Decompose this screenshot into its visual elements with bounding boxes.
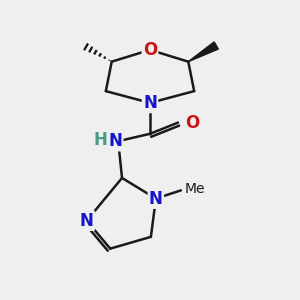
- Text: N: N: [80, 212, 94, 230]
- Text: N: N: [143, 94, 157, 112]
- Text: H: H: [94, 131, 107, 149]
- Text: N: N: [149, 190, 163, 208]
- Text: O: O: [143, 41, 157, 59]
- Text: N: N: [108, 132, 122, 150]
- Text: O: O: [185, 114, 200, 132]
- Text: Me: Me: [184, 182, 205, 196]
- Polygon shape: [188, 42, 218, 62]
